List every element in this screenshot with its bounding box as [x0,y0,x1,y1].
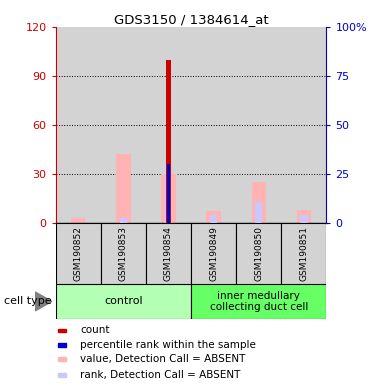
Text: count: count [80,326,109,336]
Text: inner medullary
collecting duct cell: inner medullary collecting duct cell [210,291,308,312]
Bar [58,343,66,347]
Bar [252,182,266,223]
Text: cell type: cell type [4,296,51,306]
Text: GSM190850: GSM190850 [254,226,263,281]
Text: rank, Detection Call = ABSENT: rank, Detection Call = ABSENT [80,370,240,380]
Bar [166,60,171,223]
Text: GSM190854: GSM190854 [164,226,173,281]
Bar [146,27,191,223]
Bar [167,164,170,223]
Bar [101,27,146,223]
Bar [161,174,176,223]
Text: GSM190851: GSM190851 [299,226,308,281]
Bar [255,202,262,223]
Text: GSM190852: GSM190852 [74,226,83,281]
Bar [236,27,281,223]
Text: value, Detection Call = ABSENT: value, Detection Call = ABSENT [80,354,245,364]
Bar [56,27,101,223]
Bar [191,284,326,319]
Polygon shape [35,292,52,311]
Bar [191,27,236,223]
Text: percentile rank within the sample: percentile rank within the sample [80,340,256,350]
Bar [281,27,326,223]
Bar [56,223,101,284]
Bar [191,223,236,284]
Bar [236,223,281,284]
Bar [58,357,66,361]
Bar [116,154,131,223]
Text: GSM190853: GSM190853 [119,226,128,281]
Text: GSM190849: GSM190849 [209,226,218,281]
Bar [58,329,66,333]
Bar [210,215,217,223]
Bar [58,373,66,377]
Title: GDS3150 / 1384614_at: GDS3150 / 1384614_at [114,13,268,26]
Text: control: control [104,296,143,306]
Bar [56,284,191,319]
Bar [165,174,172,223]
Bar [101,223,146,284]
Bar [146,223,191,284]
Bar [300,215,308,223]
Bar [71,218,85,223]
Bar [297,210,311,223]
Bar [206,211,221,223]
Bar [281,223,326,284]
Bar [120,218,127,223]
